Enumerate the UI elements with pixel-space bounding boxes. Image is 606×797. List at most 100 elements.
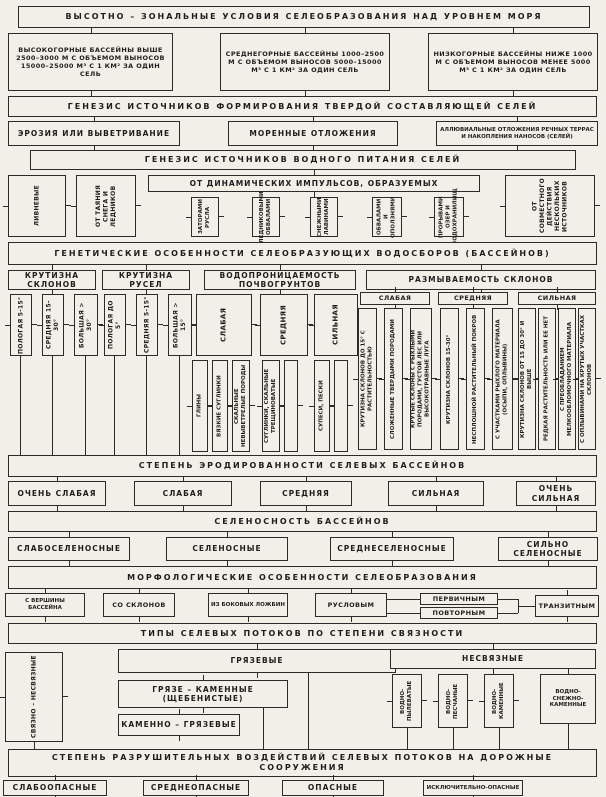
connector-line bbox=[498, 613, 518, 614]
box-cohesive-noncohesive: Связно – несвязные bbox=[5, 652, 63, 742]
box-erod-mid-1: Крутизна склонов 15-30° bbox=[440, 308, 459, 450]
title-morphological-features: Морфологические особенности селеобразова… bbox=[8, 566, 597, 589]
connector-line bbox=[407, 728, 408, 749]
connector-line bbox=[387, 599, 420, 600]
box-glacier-falls: Ледниковыми обвалами bbox=[252, 191, 280, 243]
box-permeability-medium-extra bbox=[284, 360, 298, 452]
header-slope-erodibility: Размываемость склонов bbox=[366, 265, 596, 295]
header-soil-permeability: Водопроницаемость почвогрунтов bbox=[204, 265, 356, 295]
title-genetic-features: Генетические особенности селеобразующих … bbox=[8, 242, 597, 265]
title-mudflow-activity: Селеносность бассейнов bbox=[8, 511, 597, 532]
box-mud-flows: Грязевые bbox=[118, 644, 396, 678]
box-permeability-medium: Средняя bbox=[260, 294, 308, 356]
title-flow-types: Типы селевых потоков по степени связност… bbox=[8, 623, 597, 644]
header-noncohesive: Несвязные bbox=[390, 644, 596, 674]
box-dangerous: Опасные bbox=[282, 775, 384, 797]
header-dynamic-impulses: От динамических импульсов, образуемых bbox=[148, 170, 480, 197]
box-water-stone: Водно-каменные bbox=[484, 674, 514, 728]
box-snow-avalanches: Снежными лавинами bbox=[310, 197, 338, 237]
box-erod-strong-4: С оплывинами на крутых участках склонов bbox=[578, 308, 596, 450]
box-channel-jams: Заторами русла bbox=[191, 197, 219, 237]
box-permeability-strong: Сильная bbox=[314, 294, 358, 356]
box-erod-mid-2: Несплошной растительный покров bbox=[466, 308, 485, 450]
title-erosion-degree: Степень эродированности селевых бассейно… bbox=[8, 455, 597, 477]
title-destructive-impact: Степень разрушительных воздействий селев… bbox=[8, 749, 597, 777]
box-slope-medium: Средняя 15-30° bbox=[42, 294, 64, 356]
box-viscous-loams: Вязкие суглинки bbox=[212, 360, 228, 452]
box-highland-basins: Высокогорные бассейны выше 2500–3000 м с… bbox=[8, 28, 173, 96]
box-erosion-strong: Сильная bbox=[388, 476, 484, 511]
connector-line bbox=[85, 356, 86, 455]
box-clays: Глины bbox=[192, 360, 208, 452]
title-altitude-conditions: Высотно – зональные условия селеобразова… bbox=[18, 6, 590, 28]
box-permeability-strong-extra bbox=[334, 360, 348, 452]
box-from-side-hollows: Из боковых ложбин bbox=[208, 588, 288, 622]
title-solid-component-genesis: Генезис источников формирования твердой … bbox=[8, 96, 597, 117]
connector-line bbox=[263, 708, 264, 749]
box-erod-mid-3: С участками рыхлого материала (осыпи, оп… bbox=[492, 308, 513, 450]
box-strongly-active: Сильно селеносные bbox=[498, 532, 598, 566]
box-stone-mud-flows: Каменно – грязевые bbox=[118, 709, 240, 741]
box-erosion-weak: Слабая bbox=[134, 476, 232, 511]
header-erodibility-weak: Слабая bbox=[360, 287, 430, 310]
connector-line bbox=[308, 673, 309, 749]
box-joint-sources: От совместного действия нескольких источ… bbox=[505, 175, 595, 237]
connector-line bbox=[34, 742, 35, 749]
box-mud-stone-flows: Грязе – каменные (щебенистые) bbox=[118, 675, 288, 713]
connector-line bbox=[453, 728, 454, 749]
box-erosion-medium: Средняя bbox=[260, 476, 352, 511]
box-primary: Первичным bbox=[420, 593, 498, 605]
connector-line bbox=[568, 724, 569, 749]
box-channel-steep: Большая > 15° bbox=[168, 294, 192, 356]
connector-line bbox=[498, 599, 518, 600]
box-erod-weak-1: Крутизна склонов до 15° с растительность… bbox=[358, 308, 377, 450]
box-water-silt: Водно-пылеватые bbox=[392, 674, 422, 728]
box-erosion-very-strong: Очень сильная bbox=[516, 476, 596, 511]
box-lake-outbursts: Прорывами озер и водохранилищ bbox=[434, 189, 464, 245]
connector-line bbox=[146, 356, 147, 455]
connector-line bbox=[499, 728, 500, 749]
box-snow-glacier-melt: От таяния снега и ледников bbox=[76, 175, 136, 237]
box-weakly-dangerous: Слабоопасные bbox=[3, 775, 107, 797]
box-from-slopes: Со склонов bbox=[103, 588, 175, 622]
header-channel-steepness: Крутизна русел bbox=[102, 265, 190, 295]
box-channel-medium: Средняя 5-15° bbox=[136, 294, 158, 356]
box-weakly-active: Слабоселеносные bbox=[8, 532, 130, 566]
box-medium-active: Среднеселеносные bbox=[330, 532, 454, 566]
box-water-sand: Водно-песчаные bbox=[438, 674, 468, 728]
box-midland-basins: Среднегорные бассейны 1000–2500 м с объе… bbox=[220, 28, 390, 96]
connector-line bbox=[20, 356, 21, 455]
connector-line bbox=[387, 613, 420, 614]
box-water-snow-stone: Водно-снежно-каменные bbox=[540, 669, 596, 729]
connector-line bbox=[179, 356, 180, 455]
box-slope-steep: Большая > 30° bbox=[74, 294, 98, 356]
connector-line bbox=[114, 356, 115, 455]
connector-line bbox=[52, 356, 53, 455]
box-erosion-very-weak: Очень слабая bbox=[8, 476, 106, 511]
box-sandy-loams-sands: Супеси, пески bbox=[314, 360, 330, 452]
box-erosion-weathering: Эрозия или выветривание bbox=[8, 116, 180, 151]
box-erod-weak-2: Сложенные твердыми породами bbox=[384, 308, 403, 450]
box-extremely-dangerous: Исключительно-опасные bbox=[423, 775, 523, 797]
header-erodibility-medium: Средняя bbox=[438, 287, 508, 310]
box-alluvial-deposits: Аллювиальные отложения речных террас и н… bbox=[436, 116, 598, 151]
box-permeability-weak: Слабая bbox=[196, 294, 252, 356]
box-channel-gentle: Пологая до 5° bbox=[104, 294, 126, 356]
box-active: Селеносные bbox=[166, 532, 288, 566]
header-slope-steepness: Крутизна склонов bbox=[8, 265, 96, 295]
box-moraine-deposits: Моренные отложения bbox=[228, 116, 398, 151]
box-rainstorm-source: Ливневые bbox=[8, 175, 66, 237]
box-transit: Транзитным bbox=[535, 590, 599, 622]
box-from-basin-head: С вершины бассейна bbox=[5, 588, 85, 622]
box-medium-dangerous: Среднеопасные bbox=[143, 775, 249, 797]
header-erodibility-strong: Сильная bbox=[518, 287, 596, 310]
box-erod-weak-3: Крутые склоны с рыхлыми породами, густой… bbox=[410, 308, 432, 450]
box-lowland-basins: Низкогорные бассейны ниже 1000 м с объем… bbox=[428, 28, 598, 96]
box-channel-type: Русловым bbox=[315, 588, 387, 622]
box-fissured-rock-loams: Суглинки, скальные трещиноватые bbox=[262, 360, 280, 452]
box-repeated: Повторным bbox=[420, 607, 498, 619]
title-water-supply-genesis: Генезис источников водного питания селей bbox=[30, 150, 576, 170]
box-unweathered-rock: Скальные невыветрелые породы bbox=[232, 360, 250, 452]
connector-line bbox=[518, 606, 535, 607]
